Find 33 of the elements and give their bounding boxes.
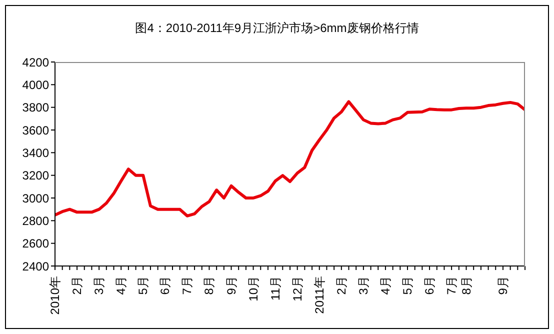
x-tick-label: 5月 [136, 276, 150, 295]
x-tick-label: 4月 [378, 276, 392, 295]
x-tick-label: 2月 [334, 276, 348, 295]
y-tick-label: 3400 [22, 146, 50, 160]
x-tick-label: 12月 [290, 276, 304, 302]
y-tick-label: 2600 [22, 236, 50, 251]
x-tick-label: 3月 [92, 276, 106, 295]
y-tick-label: 3000 [22, 191, 50, 206]
x-tick-label: 2011年 [312, 276, 326, 314]
x-tick-label: 4月 [114, 276, 128, 295]
line-series [55, 100, 525, 218]
y-tick-label: 3600 [22, 123, 50, 138]
x-tick-label: 7月 [180, 276, 194, 295]
x-tick-label: 8月 [202, 276, 216, 295]
x-tick-label: 9月 [496, 276, 510, 295]
x-tick-label: 6月 [422, 276, 437, 295]
x-tick-label: 11月 [268, 276, 282, 300]
x-tick-label: 7月 [444, 276, 459, 295]
y-tick-label: 2400 [22, 259, 50, 274]
x-tick-label: 2月 [70, 276, 84, 295]
x-tick-label: 5月 [400, 276, 414, 295]
y-tick-label: 2800 [22, 214, 50, 228]
x-tick-label: 9月 [224, 276, 238, 295]
chart-title: 图4：2010-2011年9月江浙沪市场>6mm废钢价格行情 [134, 20, 420, 37]
y-tick-label: 3200 [22, 168, 50, 183]
x-tick-label: 8月 [459, 276, 474, 295]
y-tick-label: 3800 [22, 100, 50, 115]
y-tick-label: 4000 [22, 78, 50, 92]
x-tick-label: 6月 [158, 276, 172, 295]
x-tick-label: 3月 [356, 276, 370, 295]
x-tick-label: 2010年 [48, 276, 62, 315]
x-tick-label: 10月 [246, 276, 260, 302]
y-tick-label: 4200 [22, 55, 50, 70]
